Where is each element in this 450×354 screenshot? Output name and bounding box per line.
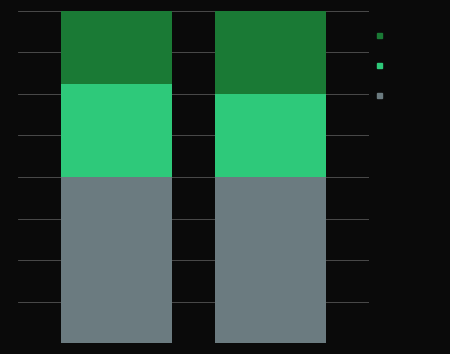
Bar bbox=[61, 84, 172, 177]
Bar bbox=[215, 177, 326, 343]
Bar bbox=[215, 11, 326, 94]
Bar bbox=[61, 177, 172, 343]
Legend: , , : , , bbox=[377, 32, 388, 100]
Bar bbox=[215, 94, 326, 177]
Bar bbox=[61, 11, 172, 84]
